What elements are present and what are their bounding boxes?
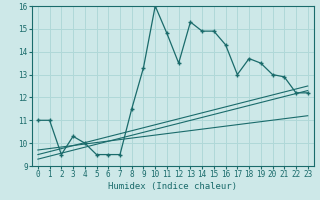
X-axis label: Humidex (Indice chaleur): Humidex (Indice chaleur) bbox=[108, 182, 237, 191]
